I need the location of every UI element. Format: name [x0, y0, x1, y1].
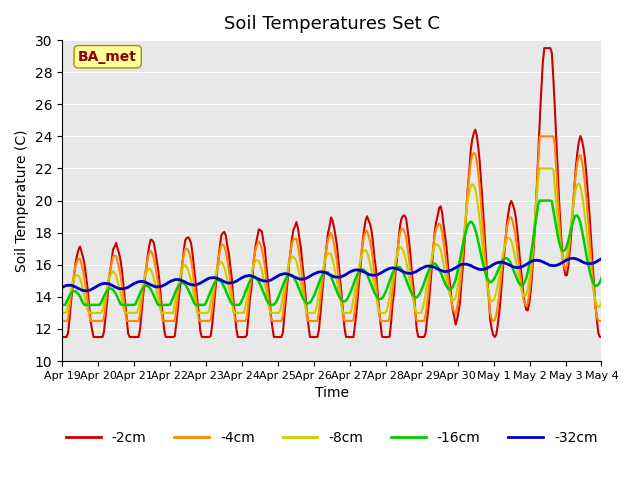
- -16cm: [630, 280, 638, 286]
- X-axis label: Time: Time: [315, 386, 349, 400]
- -32cm: [97, 281, 105, 287]
- -8cm: [58, 310, 66, 316]
- -16cm: [556, 240, 563, 246]
- -4cm: [556, 220, 563, 226]
- -8cm: [468, 181, 476, 187]
- -8cm: [634, 298, 640, 304]
- -4cm: [536, 133, 543, 139]
- -4cm: [634, 318, 640, 324]
- -32cm: [470, 264, 477, 270]
- -16cm: [354, 270, 362, 276]
- -32cm: [632, 255, 640, 261]
- -8cm: [556, 234, 563, 240]
- -32cm: [77, 287, 85, 293]
- -8cm: [354, 270, 362, 276]
- -8cm: [96, 310, 104, 316]
- -8cm: [536, 166, 543, 171]
- -32cm: [356, 267, 364, 273]
- -32cm: [605, 253, 612, 259]
- -4cm: [354, 278, 362, 284]
- -32cm: [82, 288, 90, 294]
- -16cm: [77, 297, 85, 303]
- -2cm: [540, 45, 548, 51]
- Legend: -2cm, -4cm, -8cm, -16cm, -32cm: -2cm, -4cm, -8cm, -16cm, -32cm: [60, 425, 604, 450]
- -2cm: [468, 137, 476, 143]
- -16cm: [634, 273, 640, 279]
- -16cm: [96, 302, 104, 308]
- -32cm: [556, 262, 563, 267]
- Line: -16cm: -16cm: [62, 201, 637, 305]
- -16cm: [536, 198, 543, 204]
- Title: Soil Temperatures Set C: Soil Temperatures Set C: [224, 15, 440, 33]
- Y-axis label: Soil Temperature (C): Soil Temperature (C): [15, 129, 29, 272]
- -2cm: [556, 203, 563, 208]
- -4cm: [77, 262, 85, 267]
- -4cm: [96, 318, 104, 324]
- Text: BA_met: BA_met: [78, 50, 137, 64]
- Line: -4cm: -4cm: [62, 136, 637, 321]
- -16cm: [468, 220, 476, 226]
- Line: -2cm: -2cm: [62, 48, 637, 337]
- -16cm: [58, 302, 66, 308]
- -8cm: [77, 281, 85, 287]
- Line: -8cm: -8cm: [62, 168, 637, 313]
- -4cm: [630, 318, 638, 324]
- -32cm: [58, 285, 66, 290]
- -32cm: [634, 254, 640, 260]
- -2cm: [58, 334, 66, 340]
- -4cm: [468, 153, 476, 158]
- Line: -32cm: -32cm: [62, 256, 637, 291]
- -4cm: [58, 318, 66, 324]
- -2cm: [354, 290, 362, 296]
- -2cm: [630, 331, 638, 336]
- -2cm: [96, 334, 104, 340]
- -8cm: [630, 303, 638, 309]
- -2cm: [77, 249, 85, 255]
- -2cm: [634, 334, 640, 340]
